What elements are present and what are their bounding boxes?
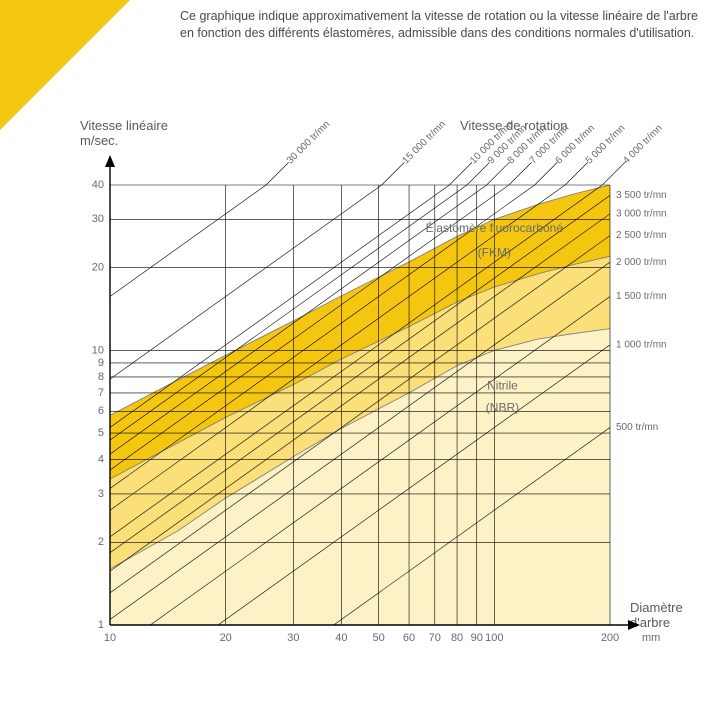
iso-label-1000: 1 000 tr/mn xyxy=(616,339,667,350)
region-label-nbr-2: (NBR) xyxy=(486,400,519,414)
chart-description: Ce graphique indique approximativement l… xyxy=(180,8,700,42)
iso-label-1500: 1 500 tr/mn xyxy=(616,291,667,302)
y-tick-9: 9 xyxy=(98,357,104,369)
iso-label-2500: 2 500 tr/mn xyxy=(616,230,667,241)
y-tick-5: 5 xyxy=(98,427,104,439)
x-tick-60: 60 xyxy=(403,632,415,644)
iso-label-30000: 30 000 tr/mn xyxy=(285,119,332,166)
iso-label-500: 500 tr/mn xyxy=(616,422,658,433)
iso-label-3500: 3 500 tr/mn xyxy=(616,190,667,201)
y-tick-2: 2 xyxy=(98,536,104,548)
y-tick-4: 4 xyxy=(98,454,104,466)
x-tick-70: 70 xyxy=(429,632,441,644)
y-tick-10: 10 xyxy=(92,344,104,356)
y-tick-3: 3 xyxy=(98,488,104,500)
x-tick-20: 20 xyxy=(220,632,232,644)
x-tick-40: 40 xyxy=(335,632,347,644)
x-axis-arrow xyxy=(628,620,640,630)
region-label-fkm-2: (FKM) xyxy=(478,245,511,259)
y-tick-7: 7 xyxy=(98,387,104,399)
x-axis-unit: mm xyxy=(642,632,660,644)
iso-label-2000: 2 000 tr/mn xyxy=(616,257,667,268)
speed-diameter-chart: 500 tr/mn 1 000 tr/mn 1 500 tr/mn 2 000 tr/… xyxy=(40,110,700,710)
y-tick-30: 30 xyxy=(92,213,104,225)
iso-label-4000: 4 000 tr/mn xyxy=(621,123,665,167)
y-tick-40: 40 xyxy=(92,179,104,191)
y-tick-8: 8 xyxy=(98,371,104,383)
iso-label-15000: 15 000 tr/mn xyxy=(401,119,448,166)
x-tick-10: 10 xyxy=(104,632,116,644)
x-tick-100: 100 xyxy=(485,632,503,644)
x-tick-200: 200 xyxy=(601,632,619,644)
y-axis-arrow xyxy=(105,155,115,167)
y-tick-6: 6 xyxy=(98,405,104,417)
y-tick-1: 1 xyxy=(98,619,104,631)
y-tick-20: 20 xyxy=(92,262,104,274)
x-tick-90: 90 xyxy=(471,632,483,644)
x-tick-30: 30 xyxy=(287,632,299,644)
region-label-nbr: Nitrile xyxy=(487,379,518,393)
x-tick-80: 80 xyxy=(451,632,463,644)
x-tick-50: 50 xyxy=(372,632,384,644)
iso-label-3000: 3 000 tr/mn xyxy=(616,208,667,219)
region-label-fkm: Élastomère fluorocarboné xyxy=(426,220,564,235)
